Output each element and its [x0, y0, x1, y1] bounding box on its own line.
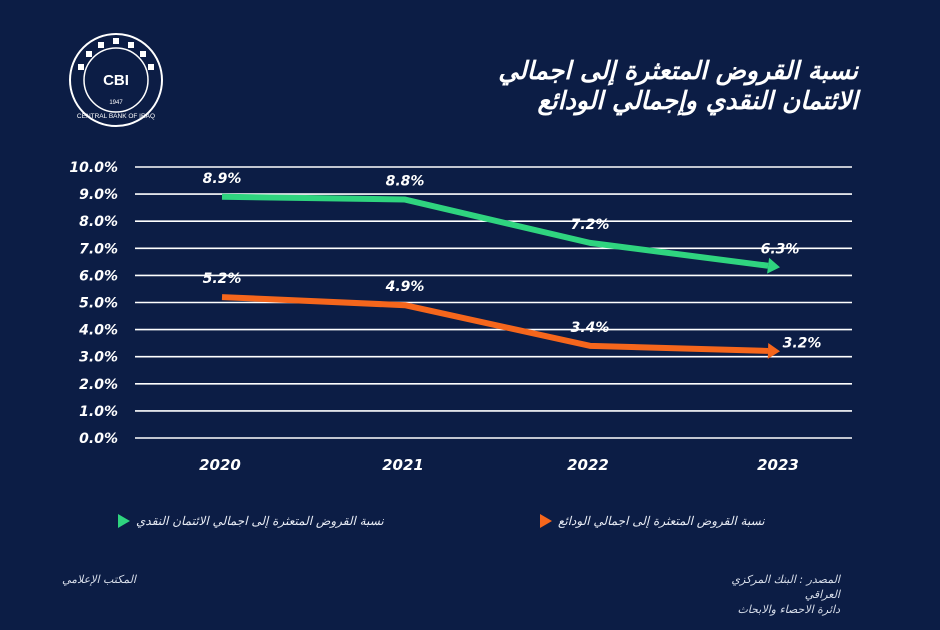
legend-item-deposits: نسبة القروض المتعثرة إلى اجمالي الودائع [540, 514, 765, 528]
x-tick-label: 2020 [199, 456, 241, 474]
series-line [221, 294, 769, 354]
y-tick-label: 4.0% [78, 323, 118, 339]
title-line-2: الائتمان النقدي وإجمالي الودائع [537, 86, 858, 115]
legend-label: نسبة القروض المتعثرة إلى اجمالي الودائع [558, 514, 765, 528]
media-office-label: المكتب الإعلامي [62, 573, 136, 586]
y-tick-label: 9.0% [79, 187, 118, 203]
y-tick-label: 7.0% [79, 241, 118, 257]
source-line-1: المصدر : البنك المركزي العراقي [731, 573, 840, 601]
title-line-1: نسبة القروض المتعثرة إلى اجمالي [498, 56, 858, 85]
data-label: 8.8% [386, 174, 425, 190]
x-tick-label: 2022 [567, 456, 609, 474]
y-tick-label: 0.0% [79, 431, 118, 447]
data-label: 7.2% [571, 217, 610, 233]
series-line [221, 193, 769, 269]
y-tick-label: 5.0% [79, 296, 118, 312]
source-line-2: دائرة الاحصاء والابحاث [737, 603, 840, 616]
legend-item-credit: نسبة القروض المتعثرة إلى اجمالي الائتمان… [118, 514, 384, 528]
line-chart: 0.0% 1.0% 2.0% 3.0% 4.0% 5.0% 6.0% 7.0% 8.0% 9.0%… [69, 160, 852, 474]
data-label: 8.9% [203, 171, 242, 187]
data-label: 3.2% [783, 335, 822, 351]
series-arrowhead [767, 257, 780, 274]
triangle-icon [118, 514, 130, 528]
x-tick-label: 2023 [757, 456, 799, 474]
cbi-logo: CBI 1947 CENTRAL BANK OF IRAQ [69, 33, 163, 127]
triangle-icon [540, 514, 552, 528]
svg-text:CENTRAL BANK OF IRAQ: CENTRAL BANK OF IRAQ [77, 113, 155, 120]
data-label: 5.2% [203, 271, 242, 287]
y-tick-label: 8.0% [79, 214, 118, 230]
data-label: 4.9% [385, 279, 425, 295]
data-label: 3.4% [571, 320, 610, 336]
chart-title: نسبة القروض المتعثرة إلى اجمالي الائتمان… [438, 56, 858, 116]
svg-text:CBI: CBI [103, 72, 129, 89]
x-tick-label: 2021 [382, 456, 424, 474]
y-tick-label: 6.0% [79, 268, 118, 284]
series-arrowhead [767, 342, 780, 359]
y-tick-label: 2.0% [79, 377, 118, 393]
svg-text:1947: 1947 [109, 100, 123, 106]
source-note: المصدر : البنك المركزي العراقي دائرة الا… [700, 572, 840, 617]
data-label: 6.3% [761, 241, 800, 257]
legend-label: نسبة القروض المتعثرة إلى اجمالي الائتمان… [136, 514, 384, 528]
y-tick-label: 1.0% [79, 404, 118, 420]
y-tick-label: 3.0% [79, 350, 118, 366]
y-tick-label: 10.0% [69, 160, 118, 176]
